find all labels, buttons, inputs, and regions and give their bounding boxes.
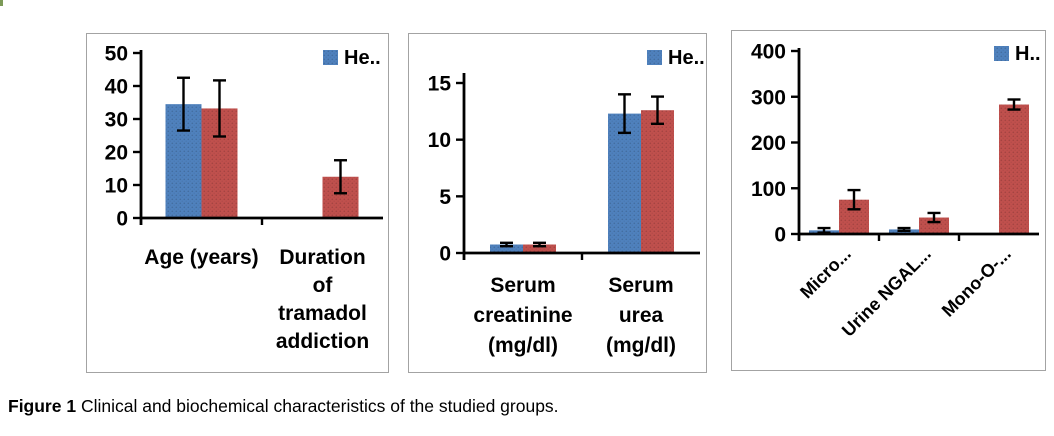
svg-text:Age (years): Age (years) [144, 246, 258, 269]
serum-creatinine-urea-chart-panel: 0 5 10 15 Serum creatinine (mg/dl) Serum urea (mg… [408, 33, 707, 373]
svg-text:15: 15 [428, 73, 452, 96]
scan-artifact [0, 0, 3, 6]
figure-caption-label: Figure 1 [8, 396, 77, 416]
svg-text:He..: He.. [344, 47, 381, 69]
svg-text:40: 40 [105, 76, 128, 99]
svg-text:10: 10 [105, 175, 128, 198]
svg-text:5: 5 [439, 186, 451, 209]
svg-text:Micro...: Micro... [796, 244, 855, 303]
svg-text:Mono-O-...: Mono-O-... [938, 244, 1015, 321]
svg-text:10: 10 [428, 129, 451, 152]
svg-text:100: 100 [751, 178, 786, 201]
age-duration-chart-panel: 0 10 20 30 40 50 Age (years) Duration of tramadol… [86, 33, 389, 373]
svg-text:30: 30 [105, 109, 128, 132]
urine-markers-chart-panel: 0 100 200 300 400 Micro... Urine NGAL... Mono-O… [731, 30, 1046, 371]
figure-caption-text: Clinical and biochemical characteristics… [76, 396, 559, 416]
svg-text:50: 50 [105, 43, 128, 66]
figure-caption: Figure 1 Clinical and biochemical charac… [8, 396, 559, 417]
svg-text:400: 400 [751, 41, 786, 64]
svg-text:H..: H.. [1015, 43, 1041, 65]
svg-text:0: 0 [439, 243, 451, 266]
svg-text:300: 300 [751, 86, 786, 109]
svg-text:0: 0 [774, 224, 786, 247]
age-duration-chart: 0 10 20 30 40 50 Age (years) Duration of tramadol… [105, 43, 383, 353]
svg-text:20: 20 [105, 142, 128, 165]
svg-text:He..: He.. [668, 47, 705, 69]
serum-creatinine-urea-chart: 0 5 10 15 Serum creatinine (mg/dl) Serum urea (mg… [428, 47, 705, 357]
svg-text:0: 0 [116, 208, 128, 231]
svg-text:200: 200 [751, 132, 786, 155]
